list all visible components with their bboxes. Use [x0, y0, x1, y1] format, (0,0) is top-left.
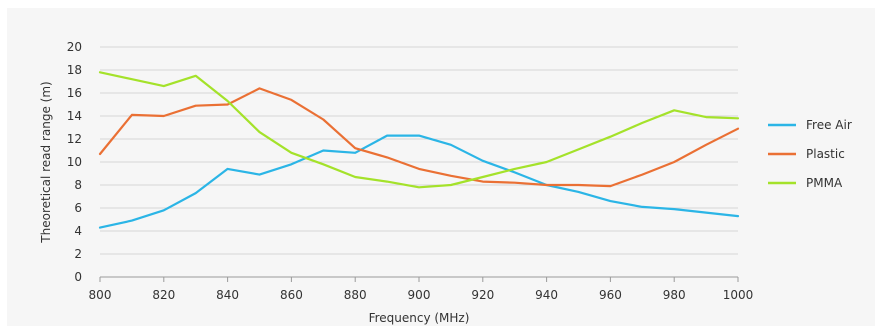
x-tick-label: 800: [89, 288, 112, 302]
y-tick-label: 4: [74, 224, 82, 238]
x-axis-title: Frequency (MHz): [369, 311, 470, 325]
gridlines: [99, 46, 739, 282]
y-tick-label: 6: [74, 201, 82, 215]
x-tick-label: 940: [535, 288, 558, 302]
x-tick-label: 880: [344, 288, 367, 302]
y-axis-title: Theoretical read range (m): [39, 81, 53, 243]
x-tick-label: 860: [280, 288, 303, 302]
x-axis-ticks: 800 820 840 860 880 900 920 940 960 980 1000: [89, 288, 754, 302]
x-tick-label: 1000: [723, 288, 754, 302]
x-tick-label: 900: [408, 288, 431, 302]
legend-label-pmma: PMMA: [806, 176, 843, 190]
y-tick-label: 12: [67, 132, 82, 146]
x-tick-label: 820: [152, 288, 175, 302]
y-tick-label: 20: [67, 40, 82, 54]
y-axis-ticks: 0 2 4 6 8 10 12 14 16 18 20: [67, 40, 82, 284]
y-tick-label: 16: [67, 86, 82, 100]
y-tick-label: 14: [67, 109, 82, 123]
x-tick-label: 980: [663, 288, 686, 302]
series-line-plastic: [98, 87, 740, 188]
chart-panel: [7, 8, 875, 326]
x-tick-label: 920: [471, 288, 494, 302]
series-lines: [98, 71, 740, 229]
series-line-pmma: [98, 71, 740, 189]
legend-label-plastic: Plastic: [806, 147, 845, 161]
x-tick-label: 960: [599, 288, 622, 302]
x-tick-label: 840: [216, 288, 239, 302]
y-tick-label: 8: [74, 178, 82, 192]
series-line-free-air: [98, 134, 740, 229]
y-tick-label: 10: [67, 155, 82, 169]
y-tick-label: 2: [74, 247, 82, 261]
legend: Free Air Plastic PMMA: [768, 118, 852, 190]
y-tick-label: 18: [67, 63, 82, 77]
legend-label-free-air: Free Air: [806, 118, 852, 132]
y-tick-label: 0: [74, 270, 82, 284]
